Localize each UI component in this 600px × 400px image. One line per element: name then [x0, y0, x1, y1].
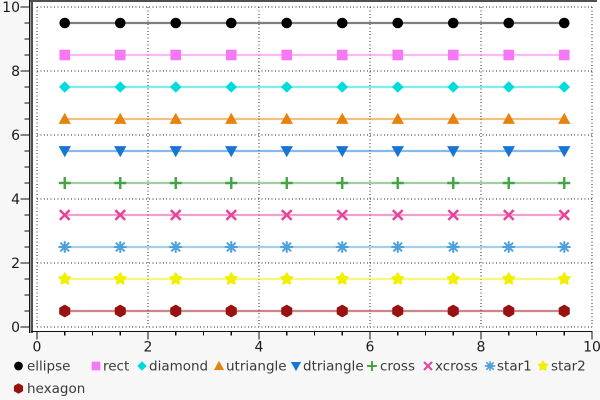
legend-item-cross: cross	[367, 359, 415, 375]
grid	[36, 6, 593, 328]
series-star2	[58, 272, 571, 285]
legend-item-diamond: diamond	[137, 359, 208, 375]
legend-label: cross	[380, 359, 415, 375]
legend-label: rect	[103, 359, 129, 375]
legend-item-utriangle: utriangle	[213, 359, 287, 375]
y-tick-label: 10	[2, 0, 20, 16]
series-ellipse	[59, 17, 570, 29]
y-tick-label: 6	[11, 128, 20, 144]
legend-marker-triangle-up-icon	[213, 360, 225, 371]
legend-marker-square-icon	[91, 361, 101, 371]
legend-label: ellipse	[27, 359, 70, 375]
legend-item-xcross: xcross	[423, 359, 478, 375]
series-hexagon	[59, 304, 570, 318]
legend-marker-triangle-down-icon	[290, 361, 302, 372]
legend-marker-plus-icon	[367, 361, 377, 371]
legend-marker-star-icon	[537, 360, 549, 371]
series-cross	[58, 177, 571, 189]
legend-item-star2: star2	[537, 359, 586, 375]
legend-label: dtriangle	[303, 359, 364, 375]
x-tick-label: 4	[255, 340, 264, 356]
legend-item-hexagon: hexagon	[13, 381, 85, 397]
legend-label: xcross	[435, 359, 478, 375]
x-tick-label: 6	[366, 340, 375, 356]
legend-marker-diamond-icon	[137, 361, 147, 371]
y-tick-label: 8	[11, 64, 20, 80]
x-tick-label: 0	[33, 340, 42, 356]
series-rect	[59, 49, 570, 61]
legend-label: star2	[551, 359, 586, 375]
series-diamond	[58, 81, 571, 93]
y-tick-label: 0	[11, 320, 20, 336]
y-tick-label: 4	[11, 192, 20, 208]
legend-label: hexagon	[27, 381, 85, 397]
legend-marker-circle-icon	[14, 361, 23, 371]
legend-marker-x-icon	[423, 361, 433, 371]
x-tick-label: 8	[477, 340, 486, 356]
series-star1	[58, 241, 571, 253]
legend-item-dtriangle: dtriangle	[290, 359, 364, 375]
legend-label: diamond	[149, 359, 208, 375]
legend-marker-asterisk-icon	[484, 361, 496, 371]
legend-marker-hexagon-icon	[13, 383, 24, 394]
legend-item-ellipse: ellipse	[14, 359, 70, 375]
tick-labels: 0 2 4 6 8 10 0 2 4 6 8 10	[2, 0, 600, 356]
legend-label: utriangle	[226, 359, 287, 375]
x-tick-label: 10	[583, 340, 600, 356]
legend-label: star1	[497, 359, 532, 375]
series-utriangle	[58, 112, 571, 124]
legend-item-star1: star1	[484, 359, 532, 375]
x-tick-label: 2	[144, 340, 153, 356]
tick-marks	[20, 6, 593, 340]
series-xcross	[58, 209, 571, 221]
series-dtriangle	[58, 146, 571, 158]
legend: ellipse rect diamond utriangle dtriangle cros…	[13, 359, 586, 397]
legend-item-rect: rect	[91, 359, 129, 375]
y-tick-label: 2	[11, 256, 20, 272]
